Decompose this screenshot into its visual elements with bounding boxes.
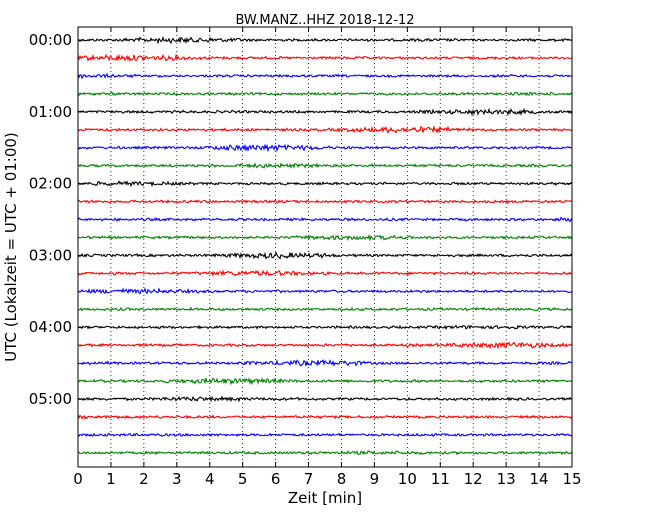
- x-tick-label-5: 5: [238, 470, 248, 488]
- trace-0: [77, 35, 573, 45]
- trace-18: [77, 358, 573, 367]
- trace-20: [77, 395, 573, 403]
- x-tick-label-13: 13: [497, 470, 516, 488]
- y-tick-label-2: 02:00: [29, 175, 72, 193]
- x-tick-label-12: 12: [464, 470, 483, 488]
- trace-5: [77, 124, 573, 134]
- y-axis-label: UTC (Lokalzeit = UTC + 01:00): [2, 132, 20, 362]
- trace-19: [77, 377, 573, 386]
- x-tick-label-15: 15: [562, 470, 581, 488]
- x-tick-label-6: 6: [271, 470, 281, 488]
- trace-17: [77, 341, 573, 350]
- chart-title: BW.MANZ..HHZ 2018-12-12: [235, 13, 414, 28]
- trace-23: [77, 450, 573, 456]
- trace-9: [77, 199, 573, 205]
- trace-6: [77, 143, 573, 153]
- x-tick-label-0: 0: [73, 470, 83, 488]
- trace-1: [77, 53, 573, 62]
- trace-11: [77, 233, 573, 242]
- x-tick-label-2: 2: [139, 470, 149, 488]
- trace-2: [77, 72, 573, 80]
- trace-22: [77, 432, 573, 438]
- x-tick-label-14: 14: [530, 470, 549, 488]
- x-tick-label-1: 1: [106, 470, 116, 488]
- x-tick-label-10: 10: [398, 470, 417, 488]
- x-tick-label-8: 8: [337, 470, 347, 488]
- trace-12: [78, 251, 573, 260]
- x-axis-label: Zeit [min]: [288, 489, 362, 507]
- trace-3: [77, 91, 573, 97]
- trace-16: [77, 324, 573, 331]
- trace-8: [77, 180, 573, 188]
- trace-layer: [77, 35, 573, 456]
- x-tick-label-4: 4: [205, 470, 215, 488]
- grid-layer: [110, 27, 540, 467]
- trace-21: [77, 414, 573, 421]
- trace-10: [77, 216, 573, 223]
- trace-15: [77, 306, 573, 312]
- x-tick-label-3: 3: [172, 470, 182, 488]
- trace-4: [77, 107, 573, 117]
- y-tick-label-0: 00:00: [29, 31, 72, 49]
- tick-layer: 0 1 2 3 4 5 6 7 8 9 10 11 12 13 14 1500:0001:0002:0003:…: [29, 27, 582, 488]
- trace-14: [77, 287, 573, 295]
- trace-7: [77, 162, 573, 169]
- y-tick-label-1: 01:00: [29, 103, 72, 121]
- y-tick-label-5: 05:00: [29, 390, 72, 408]
- y-tick-label-4: 04:00: [29, 318, 72, 336]
- trace-13: [77, 269, 573, 277]
- x-tick-label-7: 7: [304, 470, 314, 488]
- x-tick-label-11: 11: [431, 470, 450, 488]
- plot-frame: [77, 26, 573, 468]
- x-tick-label-9: 9: [370, 470, 380, 488]
- y-tick-label-3: 03:00: [29, 246, 72, 264]
